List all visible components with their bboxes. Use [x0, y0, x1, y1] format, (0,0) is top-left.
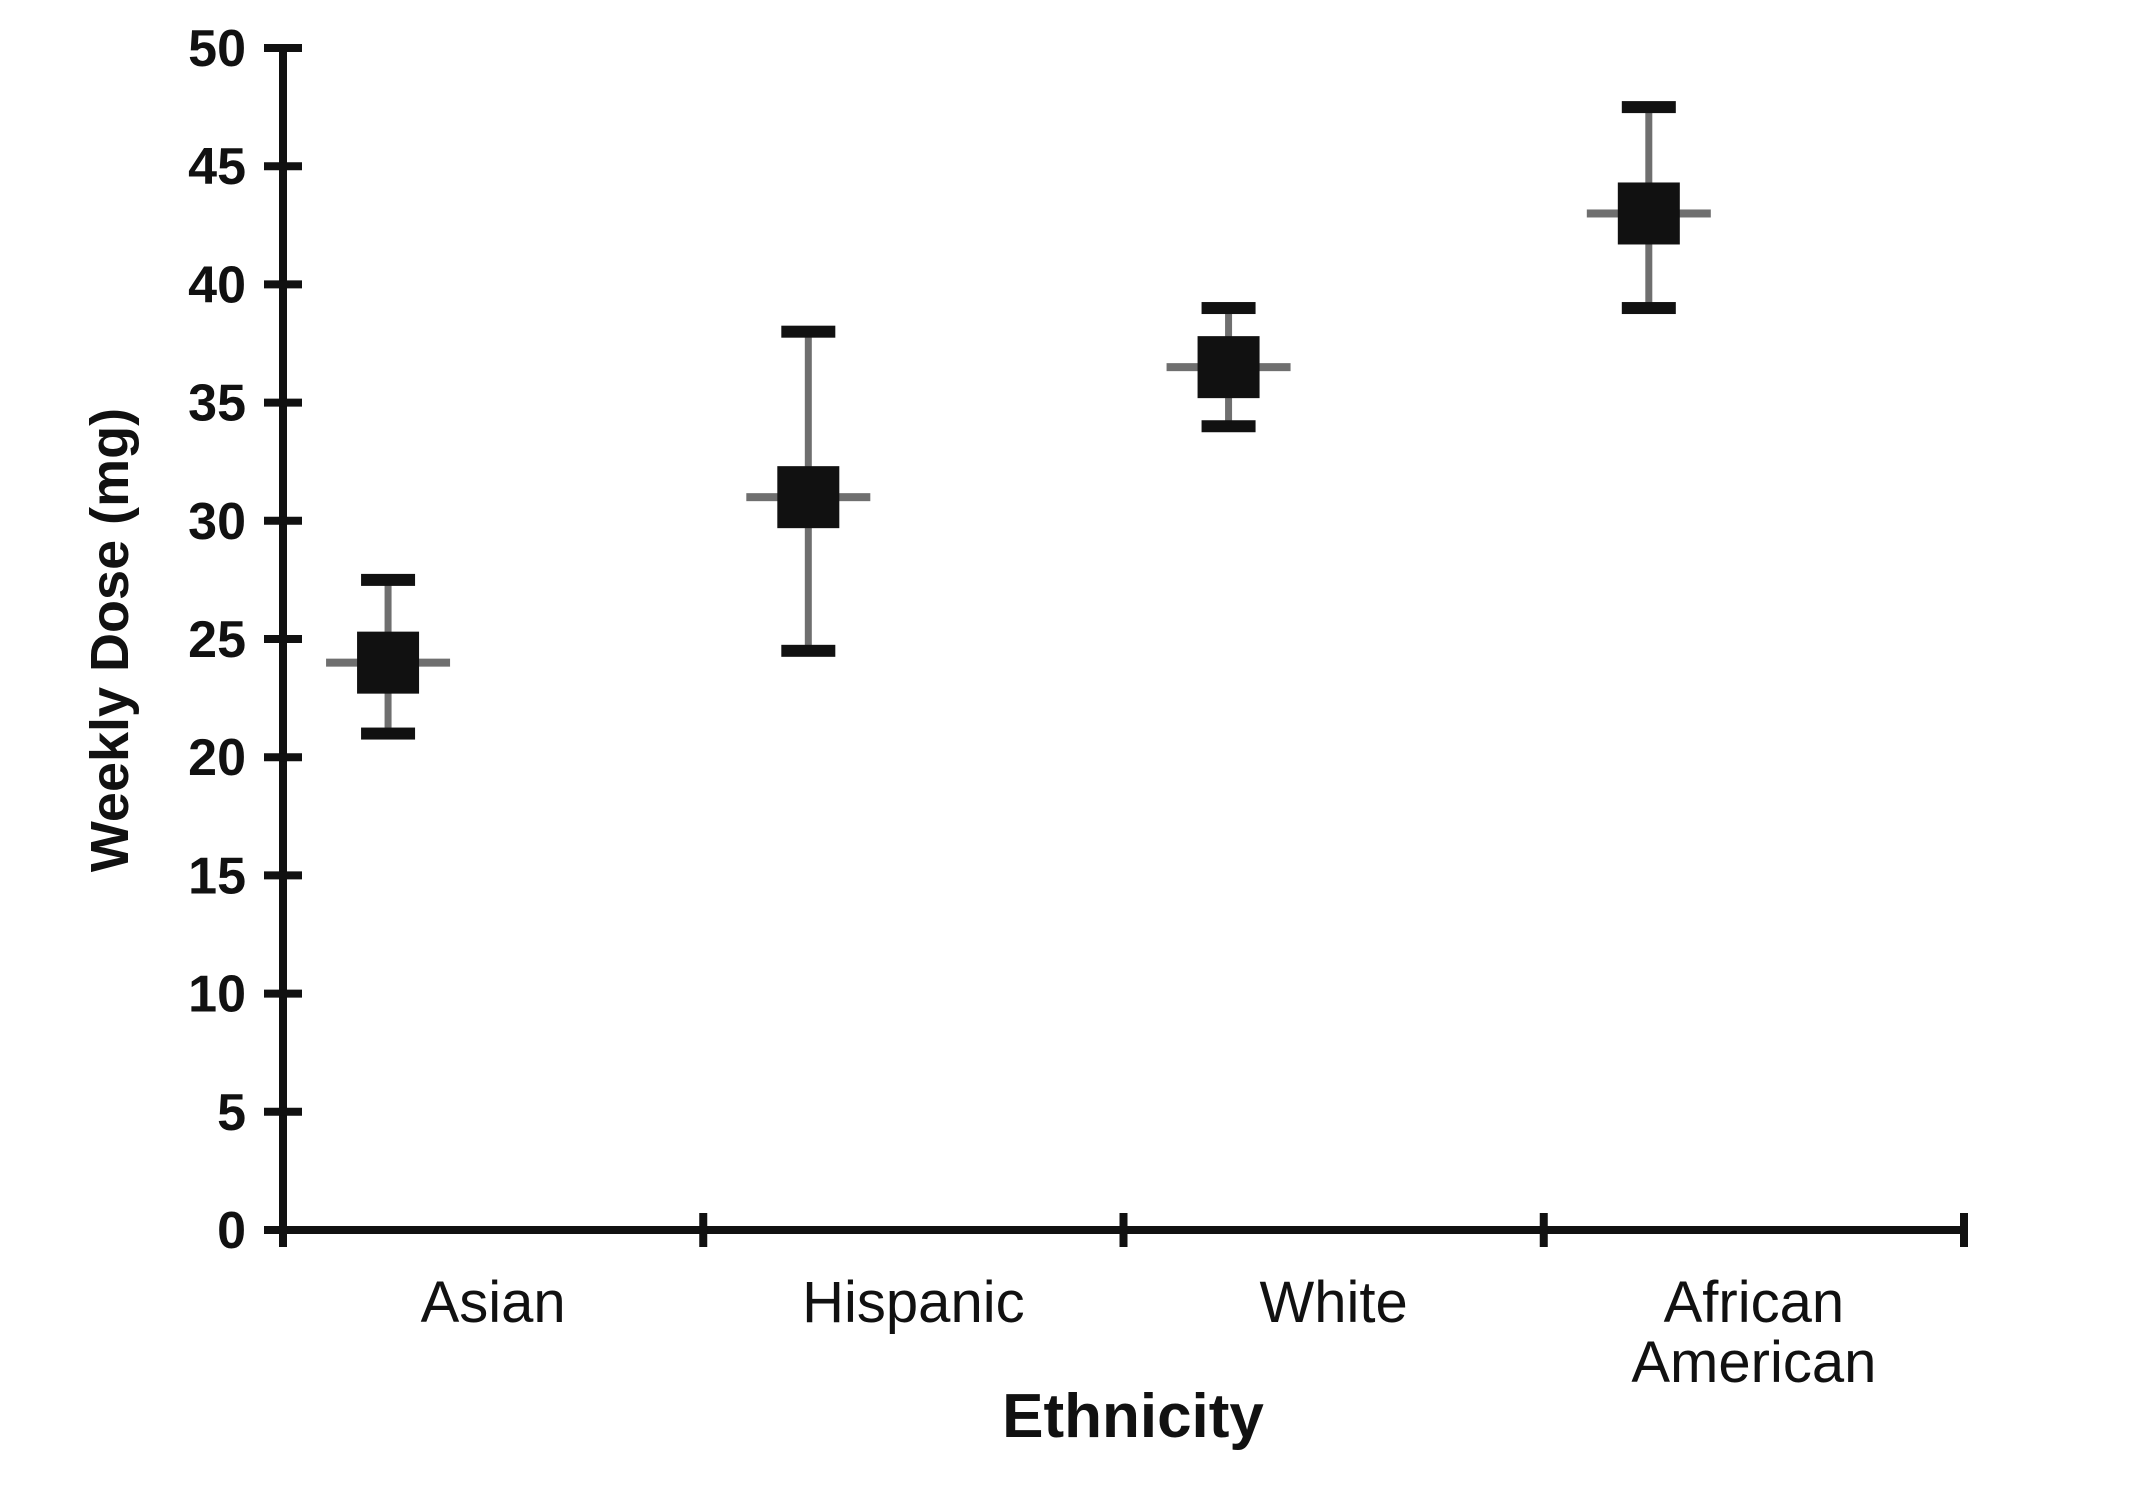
- error-bar-cap-top: [1201, 302, 1256, 315]
- error-bar-cap-top: [1621, 101, 1676, 114]
- y-tick-label: 35: [188, 375, 246, 433]
- x-category-label: Hispanic: [802, 1270, 1024, 1335]
- error-bar-cap-bottom: [361, 727, 416, 740]
- y-axis-title: Weekly Dose (mg): [80, 408, 140, 872]
- error-bar-cap-top: [781, 325, 836, 338]
- y-tick-label: 10: [188, 966, 246, 1024]
- mean-square-marker: [777, 466, 840, 529]
- error-bar-cap-bottom: [1201, 420, 1256, 433]
- y-tick-label: 50: [188, 20, 246, 78]
- x-category-label: American: [1631, 1330, 1876, 1395]
- y-tick-label: 20: [188, 729, 246, 787]
- y-tick-label: 15: [188, 847, 246, 905]
- mean-square-marker: [1617, 182, 1680, 245]
- x-axis-title: Ethnicity: [1002, 1382, 1264, 1451]
- mean-square-marker: [357, 631, 420, 694]
- y-tick-label: 5: [217, 1084, 246, 1142]
- y-tick-label: 25: [188, 611, 246, 669]
- y-tick-label: 0: [217, 1202, 246, 1260]
- error-bar-cap-top: [361, 573, 416, 586]
- y-tick-label: 40: [188, 256, 246, 314]
- x-category-label: African: [1664, 1270, 1845, 1335]
- error-bar-cap-bottom: [1621, 302, 1676, 315]
- plot-layer: 0 5 10 15 20 25 30 35 40 45 50 Asian Hispanic White Af…: [188, 20, 1968, 1395]
- mean-square-marker: [1197, 336, 1260, 399]
- x-category-label: Asian: [421, 1270, 566, 1335]
- y-tick-label: 45: [188, 138, 246, 196]
- x-category-label: White: [1259, 1270, 1407, 1335]
- y-tick-label: 30: [188, 493, 246, 551]
- error-bar-cap-bottom: [781, 644, 836, 657]
